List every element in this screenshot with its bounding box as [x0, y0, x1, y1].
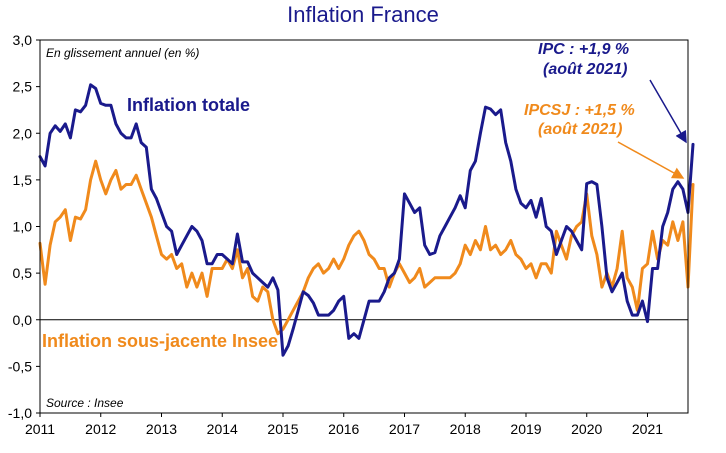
- series-label-total: Inflation totale: [127, 95, 250, 115]
- annotation-ipc-value: IPC : +1,9 %: [538, 41, 629, 58]
- y-tick-label: 1,0: [13, 219, 33, 235]
- x-tick-label: 2020: [571, 421, 602, 437]
- chart-subtitle: En glissement annuel (en %): [46, 46, 199, 60]
- series-label-core: Inflation sous-jacente Insee: [42, 331, 278, 351]
- y-tick-label: 0,5: [13, 265, 33, 281]
- y-tick-label: -0,5: [8, 358, 32, 374]
- x-tick-label: 2017: [389, 421, 420, 437]
- x-tick-label: 2011: [25, 421, 55, 437]
- series-layer: [38, 83, 695, 357]
- x-tick-label: 2021: [632, 421, 663, 437]
- annotation-ipc-arrow: [649, 79, 687, 144]
- annotation-ipcsj-arrow: [617, 141, 685, 179]
- chart-title: Inflation France: [287, 2, 439, 27]
- x-tick-label: 2014: [207, 421, 238, 437]
- y-tick-label: 0,0: [13, 312, 33, 328]
- y-tick-label: -1,0: [8, 405, 32, 421]
- y-tick-label: 2,5: [13, 79, 33, 95]
- x-tick-label: 2015: [267, 421, 298, 437]
- series-line-total: [38, 83, 695, 357]
- y-tick-label: 3,0: [13, 32, 33, 48]
- annotation-ipcsj-value: IPCSJ : +1,5 %: [524, 102, 635, 119]
- x-tick-label: 2016: [328, 421, 359, 437]
- x-tick-label: 2019: [510, 421, 541, 437]
- annotation-ipcsj-date: (août 2021): [538, 121, 622, 138]
- chart-source: Source : Insee: [46, 396, 124, 410]
- x-tick-label: 2018: [450, 421, 481, 437]
- annotation-ipc-date: (août 2021): [543, 61, 627, 78]
- y-tick-label: 2,0: [13, 125, 33, 141]
- x-tick-label: 2012: [85, 421, 116, 437]
- y-tick-label: 1,5: [13, 172, 33, 188]
- x-tick-label: 2013: [146, 421, 177, 437]
